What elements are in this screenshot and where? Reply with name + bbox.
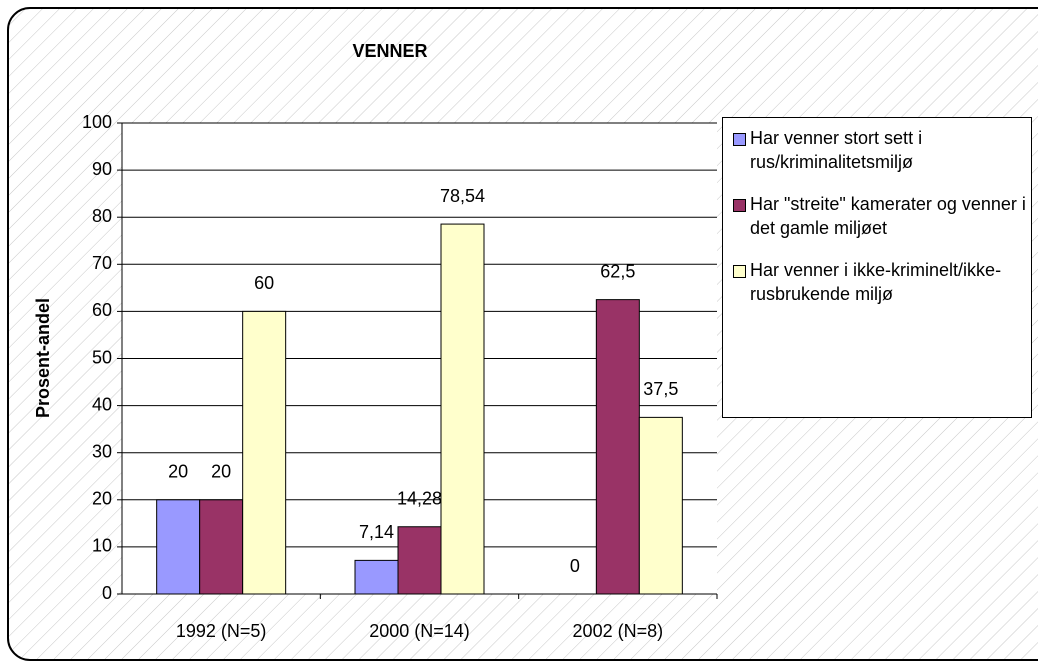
legend-item: Har venner stort sett i rus/kriminalitet… (733, 126, 1031, 174)
y-tick-label: 40 (92, 394, 112, 414)
y-tick-label: 20 (92, 489, 112, 509)
legend-swatch (733, 199, 746, 212)
y-tick-label: 30 (92, 441, 112, 461)
data-label: 20 (211, 462, 231, 482)
legend-label: Har "streite" kamerater og venner i det … (750, 194, 1026, 238)
y-axis-label: Prosent-andel (33, 298, 53, 418)
legend-label: Har venner i ikke-kriminelt/ikke-rusbruk… (750, 260, 1002, 304)
y-tick-label: 60 (92, 300, 112, 320)
data-label: 7,14 (359, 522, 394, 542)
bar (397, 526, 442, 595)
data-label: 62,5 (600, 261, 635, 281)
bar (199, 499, 244, 595)
data-label: 14,28 (397, 488, 442, 508)
x-tick-label: 1992 (N=5) (176, 621, 267, 641)
chart-title: VENNER (352, 41, 427, 61)
y-tick-label: 90 (92, 159, 112, 179)
legend-item: Har "streite" kamerater og venner i det … (733, 192, 1031, 240)
bar (595, 299, 640, 595)
x-tick-label: 2000 (N=14) (369, 621, 470, 641)
bar (354, 559, 399, 595)
y-tick-label: 80 (92, 206, 112, 226)
legend-swatch (733, 133, 746, 146)
legend-label: Har venner stort sett i rus/kriminalitet… (750, 128, 923, 172)
bar (156, 499, 201, 595)
y-tick-label: 50 (92, 347, 112, 367)
y-tick-label: 10 (92, 536, 112, 556)
x-tick-label: 2002 (N=8) (573, 621, 664, 641)
y-tick-label: 70 (92, 253, 112, 273)
y-tick-label: 100 (82, 112, 112, 132)
legend-item: Har venner i ikke-kriminelt/ikke-rusbruk… (733, 258, 1031, 306)
data-label: 60 (254, 273, 274, 293)
legend: Har venner stort sett i rus/kriminalitet… (722, 117, 1032, 418)
data-label: 78,54 (440, 186, 485, 206)
bar (638, 416, 683, 595)
bar (242, 310, 287, 595)
bar (440, 223, 485, 595)
legend-swatch (733, 265, 746, 278)
data-label: 0 (570, 556, 580, 576)
data-label: 37,5 (643, 379, 678, 399)
y-tick-label: 0 (102, 583, 112, 603)
data-label: 20 (168, 462, 188, 482)
